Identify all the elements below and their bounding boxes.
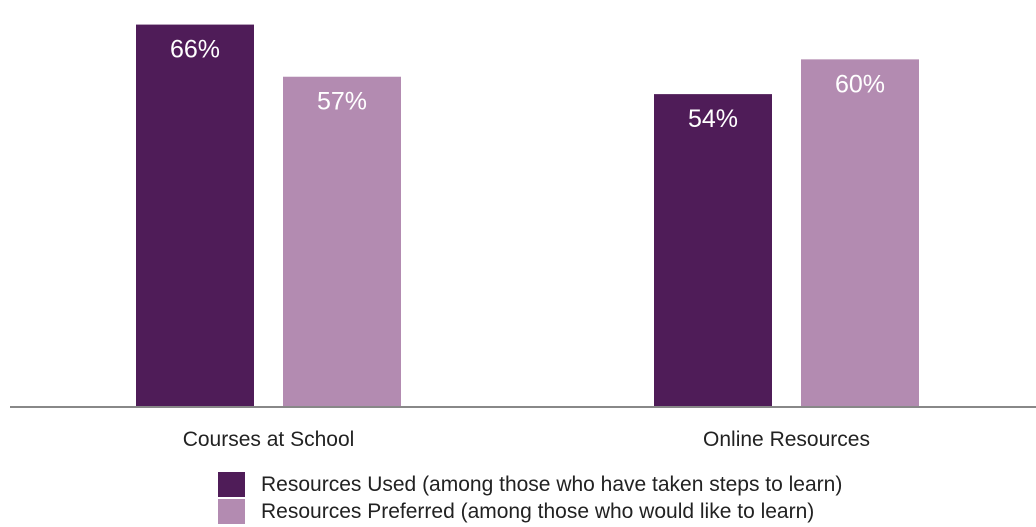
bar-courses-at-school-preferred xyxy=(283,76,401,407)
bars-layer: 66% 57% 54% 60% xyxy=(136,24,919,408)
legend: Resources Used (among those who have tak… xyxy=(218,471,1018,525)
legend-swatch-preferred xyxy=(218,499,245,524)
bar-chart: 66% 57% 54% 60% Courses at School Online Res… xyxy=(10,24,1036,451)
bar-courses-at-school-used xyxy=(136,24,254,408)
legend-label-preferred: Resources Preferred (among those who wou… xyxy=(261,500,815,523)
data-label-online-resources-preferred: 60% xyxy=(835,70,885,98)
data-label-online-resources-used: 54% xyxy=(688,105,738,133)
bar-online-resources-preferred xyxy=(801,59,919,408)
data-label-courses-at-school-used: 66% xyxy=(170,36,220,64)
category-labels: Courses at School Online Resources xyxy=(183,428,870,451)
bar-online-resources-used xyxy=(654,94,772,407)
data-label-courses-at-school-preferred: 57% xyxy=(317,88,367,116)
legend-item-preferred: Resources Preferred (among those who wou… xyxy=(218,498,1018,525)
category-label-online-resources: Online Resources xyxy=(703,428,870,451)
legend-label-used: Resources Used (among those who have tak… xyxy=(261,473,843,496)
legend-item-used: Resources Used (among those who have tak… xyxy=(218,471,1018,498)
category-label-courses-at-school: Courses at School xyxy=(183,428,355,451)
legend-swatch-used xyxy=(218,472,245,497)
